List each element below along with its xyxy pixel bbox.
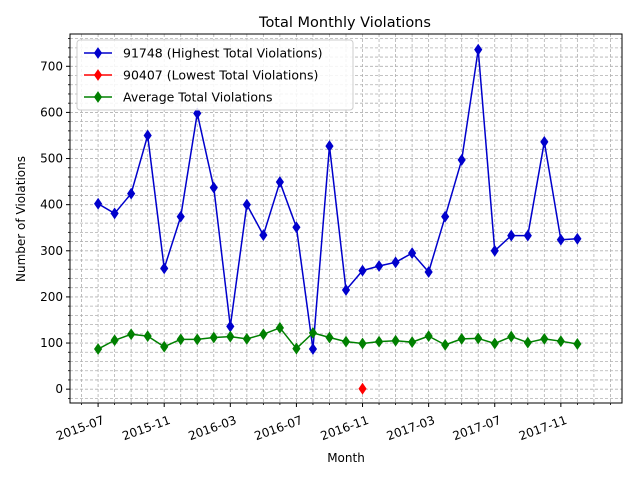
data-point — [441, 210, 450, 223]
data-point — [374, 260, 384, 272]
y-axis-label: Number of Violations — [14, 156, 28, 282]
legend-marker — [93, 69, 103, 81]
data-point — [490, 337, 499, 350]
data-point — [143, 129, 152, 142]
data-point — [408, 247, 417, 259]
chart-title: Total Monthly Violations — [258, 15, 431, 31]
data-point — [490, 244, 499, 257]
data-point — [242, 198, 251, 211]
series-line — [97, 327, 578, 350]
y-tick-label: 500 — [40, 152, 63, 166]
data-point — [209, 181, 218, 194]
data-point — [523, 336, 532, 349]
data-point — [259, 328, 268, 341]
data-point — [308, 343, 318, 355]
data-point — [556, 233, 565, 246]
data-point — [292, 221, 301, 234]
data-point — [341, 284, 351, 296]
data-point — [457, 154, 466, 166]
x-tick-label: 2016-03 — [186, 413, 238, 443]
x-axis-label: Month — [327, 451, 365, 465]
x-tick-label: 2017-03 — [385, 413, 437, 443]
data-point — [556, 335, 565, 348]
series-1 — [358, 382, 367, 395]
legend-label: 90407 (Lowest Total Violations) — [123, 68, 318, 83]
data-point — [308, 326, 318, 339]
legend-marker — [93, 91, 103, 103]
data-point — [457, 332, 466, 345]
data-point — [507, 330, 516, 343]
data-point — [507, 229, 516, 242]
data-point — [259, 229, 268, 242]
data-point — [358, 382, 367, 395]
y-tick-label: 600 — [40, 105, 63, 119]
x-tick-label: 2015-07 — [54, 413, 106, 443]
data-point — [193, 333, 202, 346]
data-point — [292, 342, 301, 355]
data-point — [176, 333, 185, 346]
data-point — [94, 343, 103, 355]
data-point — [523, 229, 532, 242]
data-point — [474, 43, 483, 56]
series-2 — [94, 321, 582, 355]
data-point — [374, 335, 384, 348]
y-tick-label: 400 — [40, 198, 63, 212]
x-tick-label: 2015-11 — [120, 413, 172, 443]
data-point — [474, 332, 483, 345]
legend-label: 91748 (Highest Total Violations) — [123, 46, 322, 61]
data-point — [275, 176, 284, 188]
x-tick-label: 2017-07 — [451, 413, 503, 443]
data-point — [160, 262, 169, 275]
data-point — [226, 320, 235, 333]
legend-box — [76, 39, 354, 111]
data-point — [275, 321, 284, 334]
data-point — [424, 330, 433, 343]
data-point — [391, 256, 400, 269]
legend-entry: 90407 (Lowest Total Violations) — [84, 68, 318, 83]
data-point — [176, 210, 185, 223]
y-tick-label: 700 — [40, 59, 63, 73]
data-point — [160, 340, 169, 353]
y-tick-label: 0 — [55, 382, 63, 396]
data-point — [242, 332, 251, 345]
data-point — [94, 197, 103, 210]
data-point — [127, 328, 136, 341]
legend: 91748 (Highest Total Violations) 90407 (L… — [76, 39, 354, 111]
y-tick-label: 100 — [40, 336, 63, 350]
legend-label: Average Total Violations — [123, 90, 272, 105]
data-point — [341, 335, 351, 348]
y-tick-label: 300 — [40, 244, 63, 258]
x-tick-label: 2016-07 — [253, 413, 305, 443]
data-point — [110, 334, 119, 347]
data-point — [540, 332, 549, 345]
data-point — [391, 334, 400, 347]
legend-entry: 91748 (Highest Total Violations) — [84, 46, 322, 61]
data-point — [573, 232, 582, 245]
legend-entry: Average Total Violations — [84, 90, 272, 105]
series-layer — [94, 43, 582, 395]
y-tick-label: 200 — [40, 290, 63, 304]
data-point — [441, 338, 450, 351]
data-point — [573, 338, 582, 350]
series-line — [97, 48, 578, 350]
data-point — [325, 140, 334, 152]
data-point — [110, 207, 119, 220]
data-point — [193, 107, 202, 120]
data-point — [127, 187, 136, 200]
x-tick-label: 2017-11 — [517, 413, 569, 443]
data-point — [408, 336, 417, 349]
legend-marker — [93, 47, 103, 59]
data-point — [540, 136, 549, 148]
x-tick-label: 2016-11 — [319, 413, 371, 443]
data-point — [358, 337, 367, 350]
data-point — [424, 266, 433, 278]
data-point — [143, 330, 152, 343]
data-point — [358, 264, 367, 277]
data-point — [209, 331, 218, 344]
data-point — [226, 330, 235, 343]
data-point — [325, 331, 334, 344]
